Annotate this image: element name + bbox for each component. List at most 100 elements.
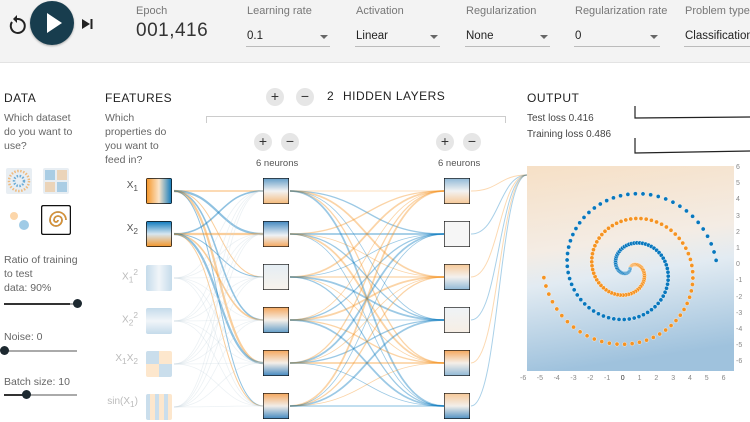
y-tick-label: -6 xyxy=(736,358,743,366)
data-point xyxy=(689,263,695,268)
neuron-l1-1[interactable] xyxy=(263,178,289,204)
neuron-l1-6[interactable] xyxy=(263,393,289,419)
hidden-layers-bracket xyxy=(206,116,506,123)
data-point xyxy=(565,270,571,275)
neuron-l2-3[interactable] xyxy=(444,264,470,290)
data-point xyxy=(655,301,661,306)
data-point xyxy=(695,220,701,225)
data-point xyxy=(623,217,629,223)
regularization-label: Regularization xyxy=(466,5,537,17)
connection-line xyxy=(289,319,445,407)
data-point xyxy=(678,312,683,318)
play-button[interactable] xyxy=(30,1,74,45)
connection-line xyxy=(289,276,445,364)
data-point xyxy=(713,258,719,263)
data-point xyxy=(658,297,664,303)
connection-line xyxy=(289,190,445,364)
noise-slider[interactable] xyxy=(0,346,77,356)
data-point xyxy=(564,257,570,263)
feature-box-x2[interactable] xyxy=(146,221,172,247)
connection-line xyxy=(289,276,445,321)
connection-line xyxy=(289,276,445,364)
y-tick-label: -2 xyxy=(736,293,743,301)
add-layer-button[interactable]: + xyxy=(266,88,284,106)
connection-line xyxy=(173,233,264,278)
connection-line xyxy=(470,174,528,235)
layer2-add-neuron-button[interactable]: + xyxy=(436,133,454,151)
output-title: OUTPUT xyxy=(527,91,580,105)
regularization-select[interactable]: None xyxy=(465,28,550,47)
connection-line xyxy=(289,319,445,407)
data-point xyxy=(570,232,576,237)
layer1-remove-neuron-button[interactable]: − xyxy=(281,133,299,151)
data-point xyxy=(596,235,602,241)
data-point xyxy=(688,257,693,262)
data-point xyxy=(677,203,683,209)
regularization-rate-select[interactable]: 0 xyxy=(574,28,660,47)
feature-box-x2-squared[interactable] xyxy=(146,308,172,334)
feature-box-x1[interactable] xyxy=(146,178,172,204)
spiral-dataset-thumbnail[interactable] xyxy=(41,205,71,235)
activation-select[interactable]: Linear xyxy=(355,28,440,47)
data-point xyxy=(567,276,572,281)
connection-line xyxy=(289,276,445,407)
data-point xyxy=(664,224,669,230)
feature-label-x2-squared: X22 xyxy=(122,310,138,328)
neuron-l1-4[interactable] xyxy=(263,307,289,333)
xor-dataset-thumbnail[interactable] xyxy=(43,168,69,194)
connection-line xyxy=(470,174,528,278)
connection-line xyxy=(289,233,445,364)
data-point xyxy=(571,324,576,330)
neuron-l2-1[interactable] xyxy=(444,178,470,204)
ratio-slider[interactable] xyxy=(4,299,82,309)
ratio-slider-handle[interactable] xyxy=(73,299,82,308)
neuron-l2-6[interactable] xyxy=(444,393,470,419)
data-point xyxy=(573,226,579,231)
connection-line xyxy=(173,233,264,365)
data-point xyxy=(665,269,671,275)
layer1-add-neuron-button[interactable]: + xyxy=(254,133,272,151)
layer1-neuron-count: 6 neurons xyxy=(256,158,299,169)
data-point xyxy=(604,198,609,203)
neuron-l1-5[interactable] xyxy=(263,350,289,376)
features-question: Which properties do you want to feed in? xyxy=(105,112,167,166)
data-point xyxy=(622,341,627,347)
feature-box-x1-squared[interactable] xyxy=(146,265,172,291)
data-point xyxy=(686,251,691,256)
connection-line xyxy=(289,319,445,364)
neuron-l2-5[interactable] xyxy=(444,350,470,376)
connection-line xyxy=(289,190,445,321)
step-icon[interactable] xyxy=(78,15,96,33)
data-point xyxy=(559,313,565,318)
problem-type-select[interactable]: Classification xyxy=(684,28,750,47)
connection-line xyxy=(173,277,264,321)
batch-size-slider-handle[interactable] xyxy=(21,390,31,399)
chevron-down-icon xyxy=(430,35,438,39)
data-point xyxy=(687,294,692,300)
feature-box-sin-x1[interactable] xyxy=(146,394,172,420)
layer2-remove-neuron-button[interactable]: − xyxy=(463,133,481,151)
neuron-l2-4[interactable] xyxy=(444,307,470,333)
feature-box-x1x2[interactable] xyxy=(146,351,172,377)
reset-icon[interactable] xyxy=(4,13,30,39)
activation-label: Activation xyxy=(356,5,404,17)
feature-label-x1x2: X1X2 xyxy=(115,353,138,366)
data-point xyxy=(589,255,595,261)
neuron-l1-3[interactable] xyxy=(263,264,289,290)
circle-dataset-thumbnail[interactable] xyxy=(6,168,32,194)
data-point xyxy=(577,220,582,226)
connection-line xyxy=(173,363,264,407)
learning-rate-select[interactable]: 0.1 xyxy=(246,28,330,47)
data-point xyxy=(689,288,694,294)
neuron-l1-2[interactable] xyxy=(263,221,289,247)
data-point xyxy=(589,263,595,269)
chevron-down-icon xyxy=(540,35,548,39)
connection-line xyxy=(173,233,264,321)
neuron-l2-2[interactable] xyxy=(444,221,470,247)
connection-line xyxy=(470,174,528,192)
remove-layer-button[interactable]: − xyxy=(296,88,314,106)
gauss-dataset-thumbnail[interactable] xyxy=(6,207,32,233)
data-point xyxy=(690,275,696,281)
noise-slider-handle[interactable] xyxy=(0,346,9,355)
batch-size-slider[interactable] xyxy=(4,390,77,400)
